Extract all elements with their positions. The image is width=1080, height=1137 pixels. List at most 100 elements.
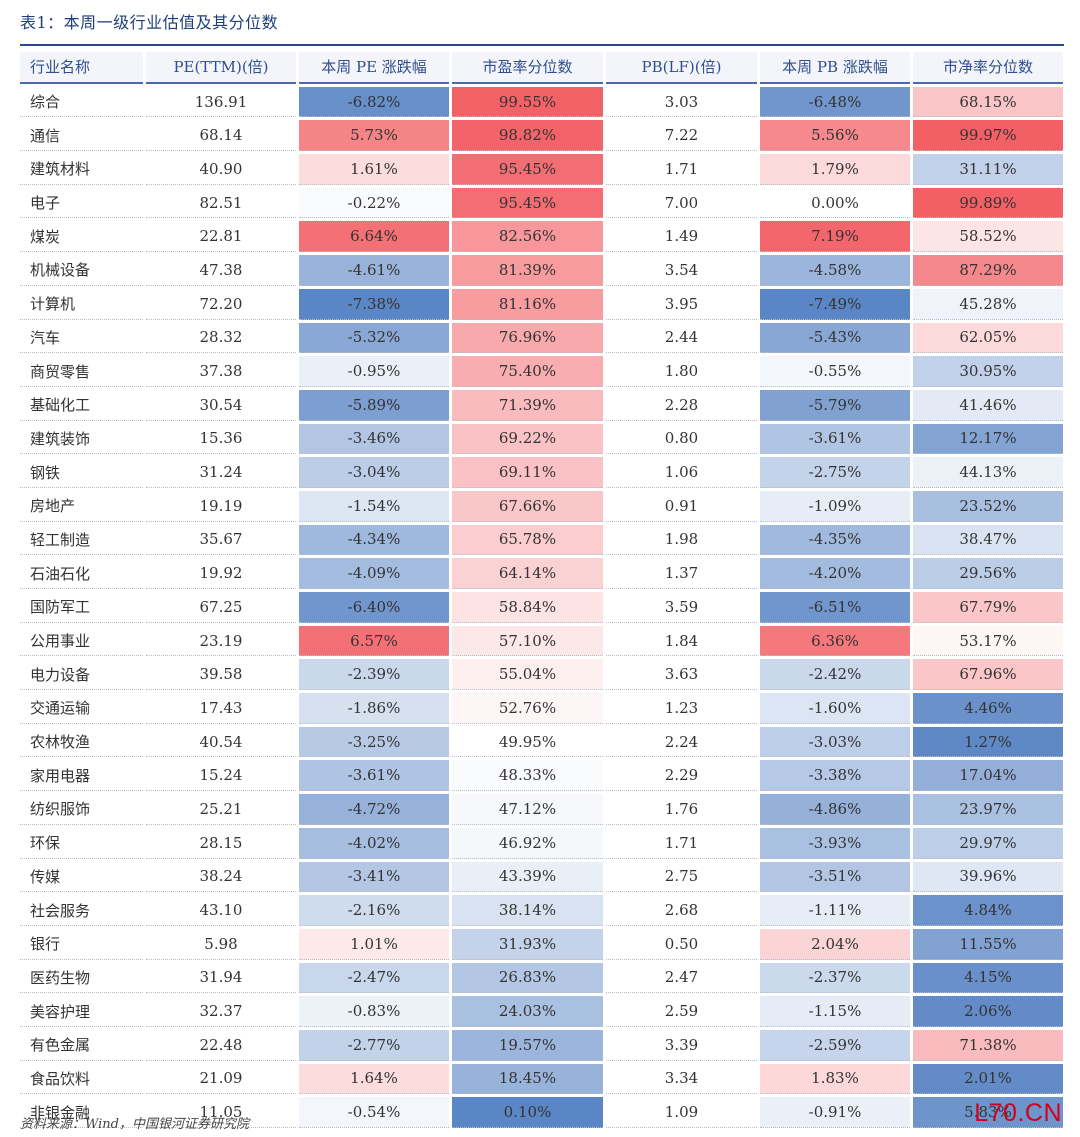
pb-percentile-cell: 4.15% [913,962,1063,994]
pe-percentile-cell: 98.82% [452,120,603,152]
industry-name-cell: 钢铁 [20,457,143,488]
pb-change-cell: -0.55% [760,356,910,387]
pb-change-cell: 0.00% [760,187,910,219]
pb-cell: 1.23 [606,693,757,724]
pb-percentile-cell: 4.84% [913,895,1063,926]
industry-name-cell: 传媒 [20,862,143,893]
pb-percentile-cell: 62.05% [913,322,1063,354]
pe-change-cell: -3.04% [299,457,449,488]
pe-cell: 38.24 [146,862,296,893]
pb-cell: 1.80 [606,356,757,387]
industry-name-cell: 建筑装饰 [20,424,143,455]
pb-cell: 2.68 [606,895,757,926]
pe-percentile-cell: 95.45% [452,154,603,185]
pe-cell: 82.51 [146,188,296,219]
pb-cell: 3.63 [606,659,757,691]
pe-cell: 35.67 [146,525,296,556]
pe-cell: 5.98 [146,929,296,960]
watermark: L70.CN [974,1099,1062,1127]
valuation-table: 行业名称 PE(TTM)(倍) 本周 PE 涨跌幅 市盈率分位数 PB(LF)(… [17,49,1066,1131]
pe-change-cell: 1.61% [299,154,449,185]
pb-cell: 1.37 [606,558,757,589]
pe-change-cell: -2.16% [299,895,449,926]
pb-change-cell: -5.43% [760,322,910,354]
pb-change-cell: 5.56% [760,120,910,152]
table-row: 电子 82.51 -0.22% 95.45% 7.00 0.00% 99.89% [20,187,1063,219]
pb-change-cell: -1.09% [760,490,910,522]
pe-cell: 40.90 [146,154,296,185]
pe-percentile-cell: 55.04% [452,659,603,691]
pb-percentile-cell: 41.46% [913,389,1063,421]
industry-name-cell: 社会服务 [20,895,143,926]
pb-change-cell: -4.20% [760,558,910,589]
pb-change-cell: -3.51% [760,861,910,893]
pe-cell: 28.32 [146,323,296,354]
industry-name-cell: 通信 [20,120,143,152]
pe-change-cell: -4.09% [299,558,449,589]
pb-percentile-cell: 39.96% [913,861,1063,893]
table-row: 商贸零售 37.38 -0.95% 75.40% 1.80 -0.55% 30.95% [20,356,1063,387]
pe-change-cell: -1.54% [299,490,449,522]
pe-cell: 19.92 [146,558,296,589]
pb-percentile-cell: 11.55% [913,928,1063,960]
table-row: 有色金属 22.48 -2.77% 19.57% 3.39 -2.59% 71.38% [20,1029,1063,1061]
industry-name-cell: 环保 [20,828,143,859]
pb-percentile-cell: 2.01% [913,1063,1063,1095]
pe-change-cell: -2.47% [299,962,449,994]
pe-percentile-cell: 31.93% [452,928,603,960]
pe-change-cell: -4.72% [299,794,449,825]
pe-cell: 32.37 [146,996,296,1027]
column-header-pe-percentile: 市盈率分位数 [452,52,603,84]
pb-percentile-cell: 68.15% [913,86,1063,118]
pe-percentile-cell: 47.12% [452,794,603,825]
pb-cell: 3.03 [606,87,757,118]
industry-name-cell: 国防军工 [20,592,143,623]
pb-change-cell: -6.48% [760,86,910,118]
pb-cell: 1.98 [606,525,757,556]
table-row: 公用事业 23.19 6.57% 57.10% 1.84 6.36% 53.17% [20,625,1063,657]
table-header-row: 行业名称 PE(TTM)(倍) 本周 PE 涨跌幅 市盈率分位数 PB(LF)(… [20,52,1063,84]
industry-name-cell: 电力设备 [20,659,143,691]
pe-percentile-cell: 24.03% [452,996,603,1027]
pb-change-cell: -2.59% [760,1029,910,1061]
pe-change-cell: -2.39% [299,659,449,691]
pb-cell: 2.24 [606,727,757,758]
pe-cell: 17.43 [146,693,296,724]
pe-percentile-cell: 69.22% [452,423,603,455]
pb-cell: 1.06 [606,457,757,488]
pe-change-cell: -5.32% [299,322,449,354]
pe-cell: 47.38 [146,255,296,286]
pe-percentile-cell: 71.39% [452,389,603,421]
pe-percentile-cell: 57.10% [452,625,603,657]
table-row: 汽车 28.32 -5.32% 76.96% 2.44 -5.43% 62.05% [20,322,1063,354]
pb-cell: 0.91 [606,491,757,522]
pb-cell: 2.75 [606,862,757,893]
industry-name-cell: 综合 [20,87,143,118]
pe-percentile-cell: 75.40% [452,356,603,387]
pe-percentile-cell: 99.55% [452,86,603,118]
industry-name-cell: 机械设备 [20,255,143,286]
pe-change-cell: -6.82% [299,86,449,118]
table-row: 美容护理 32.37 -0.83% 24.03% 2.59 -1.15% 2.06% [20,996,1063,1027]
pb-percentile-cell: 71.38% [913,1029,1063,1061]
pb-percentile-cell: 31.11% [913,154,1063,185]
pb-percentile-cell: 30.95% [913,356,1063,387]
pe-cell: 43.10 [146,895,296,926]
pb-cell: 1.71 [606,828,757,859]
table-row: 银行 5.98 1.01% 31.93% 0.50 2.04% 11.55% [20,928,1063,960]
pb-change-cell: 2.04% [760,928,910,960]
pe-cell: 15.36 [146,424,296,455]
pe-cell: 40.54 [146,727,296,758]
table-row: 非银金融 11.05 -0.54% 0.10% 1.09 -0.91% 5.83% [20,1097,1063,1128]
pb-change-cell: -4.58% [760,255,910,286]
pe-percentile-cell: 0.10% [452,1097,603,1128]
pb-percentile-cell: 29.97% [913,827,1063,859]
pb-percentile-cell: 45.28% [913,288,1063,320]
pe-percentile-cell: 52.76% [452,693,603,724]
table-row: 钢铁 31.24 -3.04% 69.11% 1.06 -2.75% 44.13% [20,457,1063,488]
table-row: 建筑装饰 15.36 -3.46% 69.22% 0.80 -3.61% 12.17% [20,423,1063,455]
industry-name-cell: 电子 [20,188,143,219]
table-row: 食品饮料 21.09 1.64% 18.45% 3.34 1.83% 2.01% [20,1063,1063,1095]
pe-percentile-cell: 43.39% [452,861,603,893]
pb-percentile-cell: 67.79% [913,592,1063,623]
